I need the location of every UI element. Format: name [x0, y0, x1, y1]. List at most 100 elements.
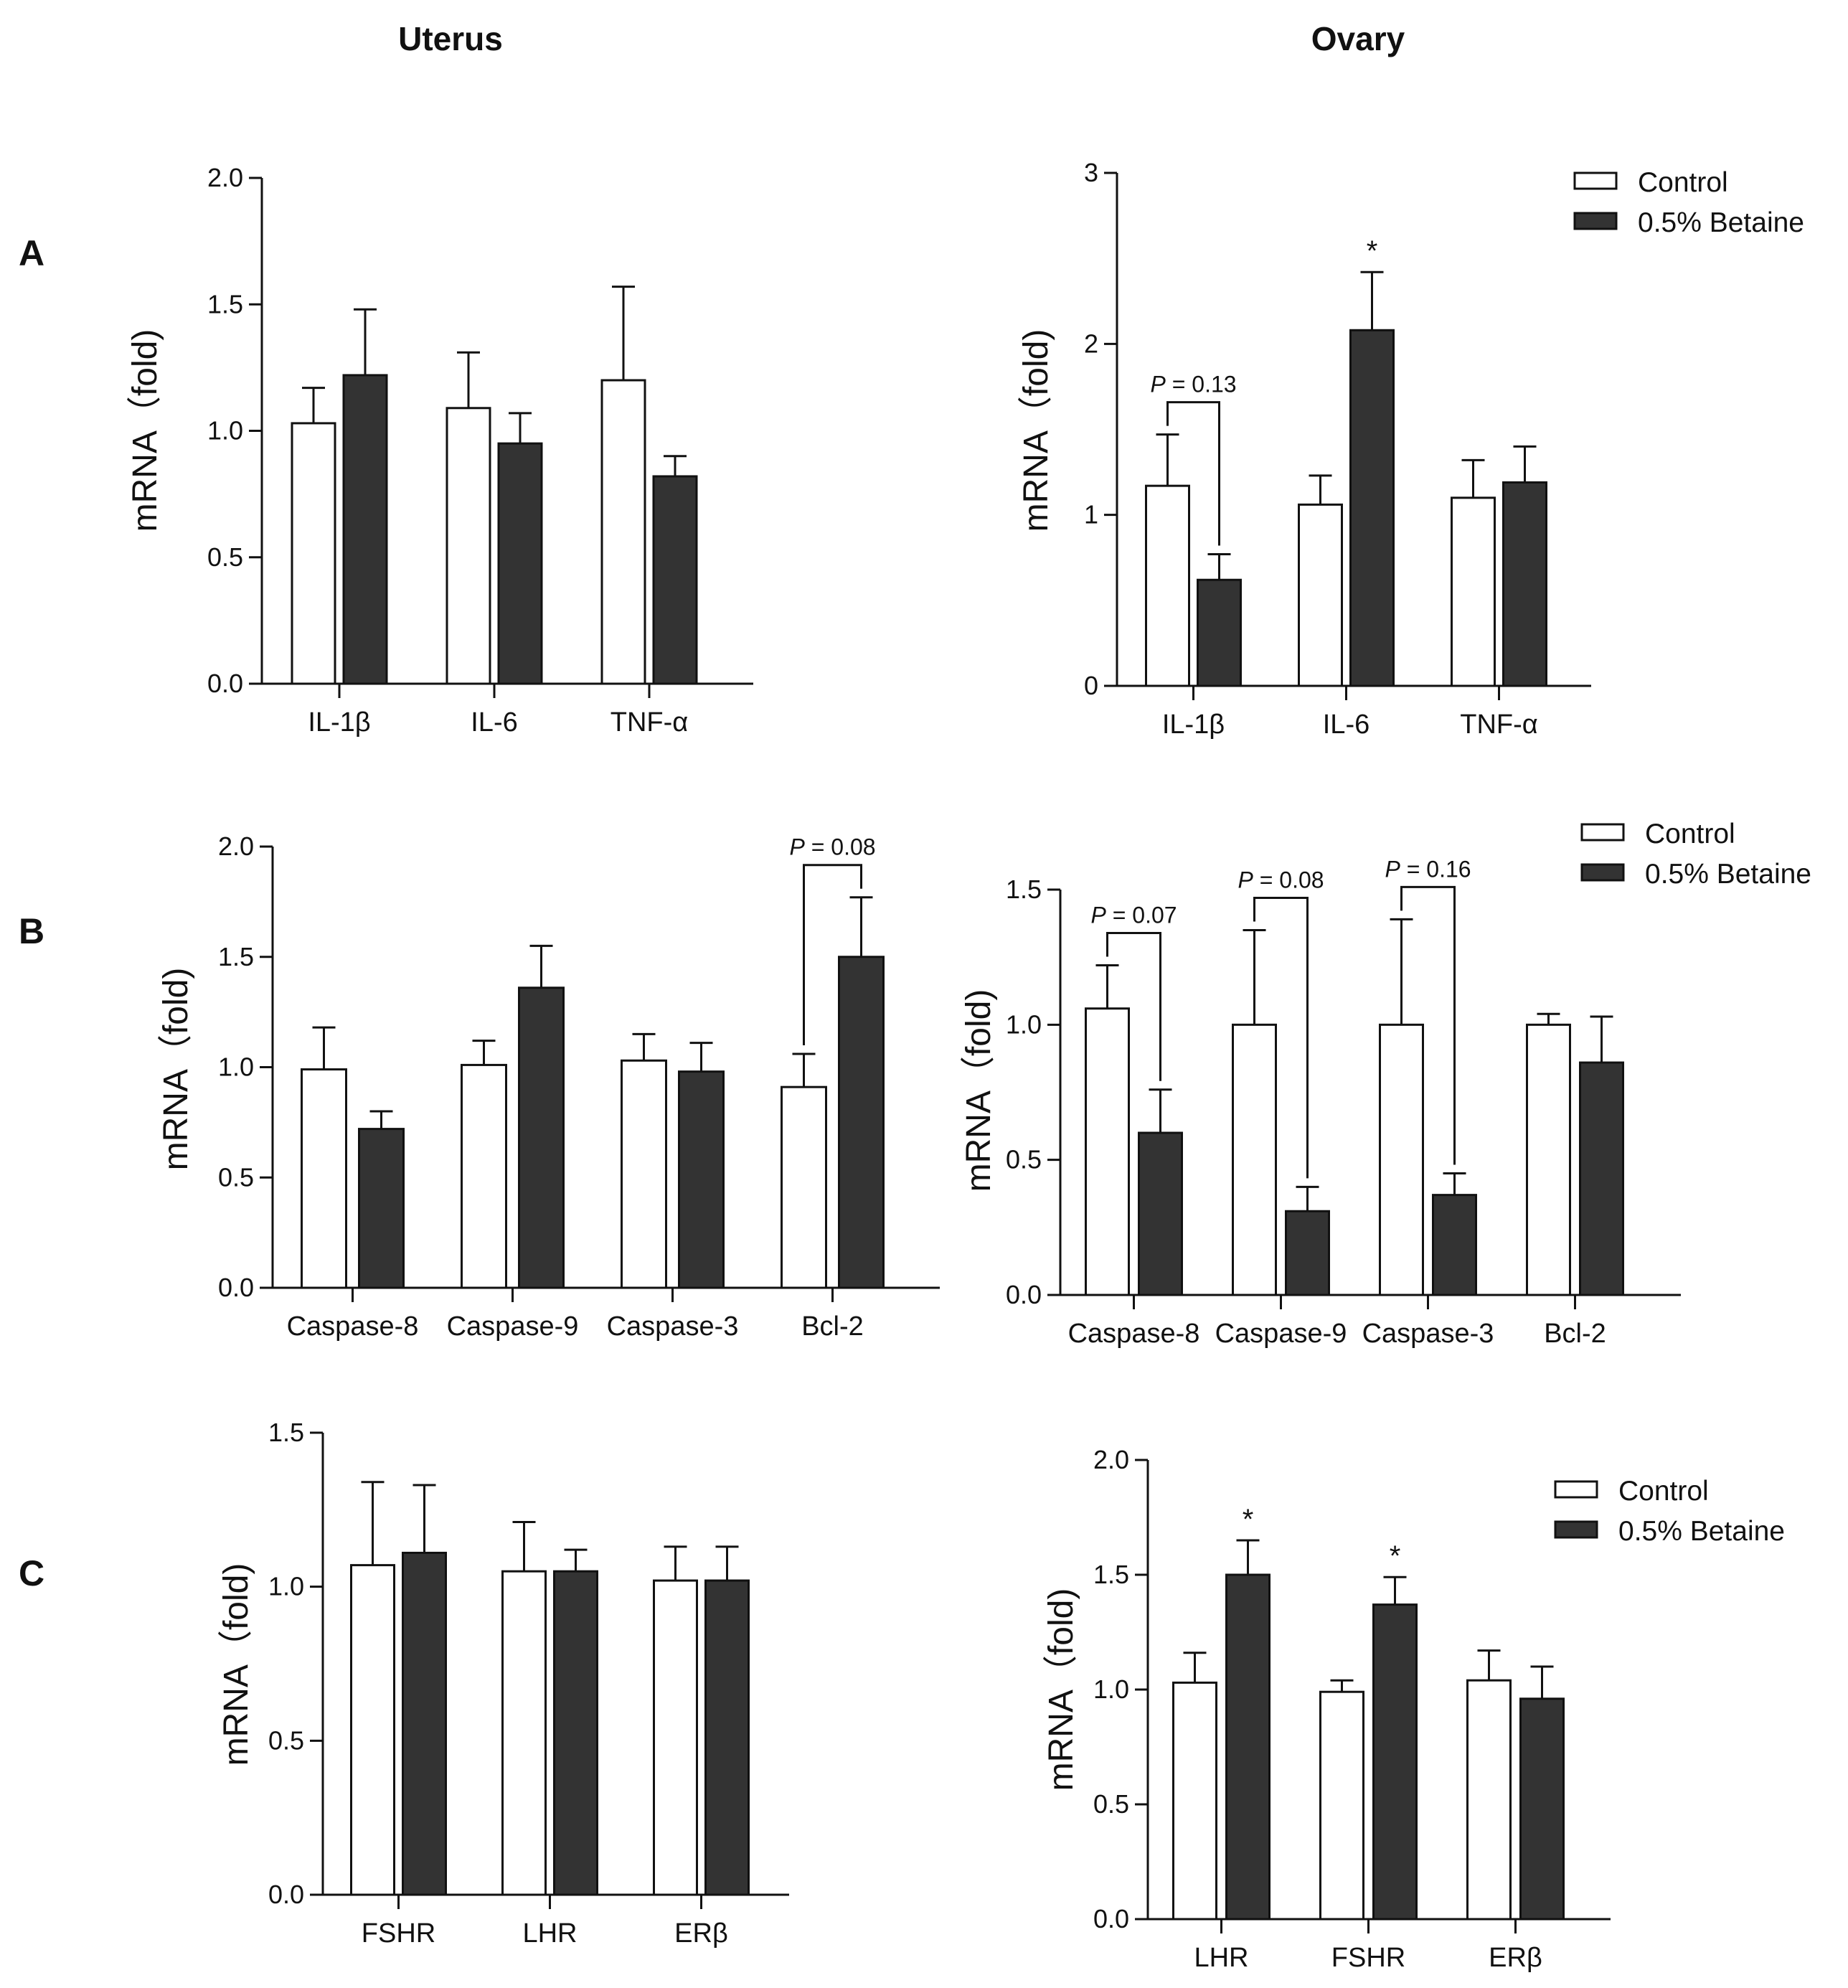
legend-swatch-betaine: [1573, 212, 1618, 230]
bar-control-0: [301, 1068, 347, 1289]
bar-betaine-1: [1349, 329, 1395, 687]
x-tick-label: IL-1β: [308, 707, 370, 738]
x-tick-label: IL-6: [1323, 710, 1370, 740]
x-tick-label: IL-6: [471, 707, 517, 738]
bar-betaine-2: [704, 1579, 750, 1896]
bar-control-2: [1451, 496, 1496, 687]
y-tick-label: 1.0: [1006, 1009, 1042, 1039]
p-value-bracket: [803, 864, 862, 1046]
x-tick-label: Caspase-9: [1215, 1319, 1347, 1349]
x-tick-label: ERβ: [674, 1918, 728, 1949]
bar-control-0: [350, 1564, 395, 1896]
bar-control-3: [1526, 1023, 1571, 1296]
bar-control-2: [621, 1059, 667, 1289]
y-axis-label: mRNA（fold): [126, 329, 164, 532]
bar-betaine-0: [402, 1551, 447, 1896]
chart-A-uterus: 0.0 0.5 1.0 1.5 2.0 mRNA（fold) IL-1β IL-6 TNF-α: [126, 163, 753, 738]
y-tick-label: 1.0: [218, 1052, 254, 1082]
bar-control-0: [1145, 484, 1190, 687]
x-tick-label: ERβ: [1489, 1943, 1542, 1973]
bar-betaine-0: [1225, 1573, 1270, 1921]
bar-control-1: [501, 1570, 547, 1896]
bar-betaine-0: [342, 374, 388, 685]
y-tick-label: 2: [1084, 329, 1098, 358]
x-tick-label: Bcl-2: [801, 1311, 864, 1342]
bar-betaine-0: [1197, 578, 1242, 687]
y-tick-label: 1.0: [1093, 1674, 1129, 1704]
bar-betaine-1: [497, 442, 543, 685]
column-title-ovary: Ovary: [1311, 20, 1405, 57]
p-value-bracket: [1253, 897, 1309, 1179]
bar-betaine-2: [652, 475, 698, 685]
bar-control-2: [600, 379, 646, 685]
chart-B-ovary: 0.0 0.5 1.0 1.5 mRNA（fold) Caspase-8 Caspase-9…: [960, 819, 1811, 1349]
y-tick-label: 1: [1084, 500, 1098, 529]
y-axis-label: mRNA（fold): [157, 968, 195, 1171]
panel-label-a: A: [19, 233, 44, 273]
y-axis-label: mRNA（fold): [1042, 1588, 1080, 1791]
bar-betaine-3: [838, 956, 885, 1289]
bar-control-1: [1298, 503, 1343, 687]
bar-betaine-1: [1372, 1603, 1418, 1921]
bar-betaine-2: [1432, 1194, 1477, 1296]
legend-label-betaine: 0.5% Betaine: [1645, 859, 1811, 890]
y-tick-label: 0.0: [1006, 1280, 1042, 1309]
y-tick-label: 1.0: [207, 416, 243, 446]
significance-star: *: [1367, 235, 1378, 267]
x-tick-label: FSHR: [362, 1918, 435, 1949]
y-tick-label: 1.5: [1093, 1560, 1129, 1589]
legend-swatch-control: [1554, 1480, 1598, 1499]
y-tick-label: 0.5: [1093, 1789, 1129, 1819]
bar-control-3: [781, 1085, 827, 1289]
bar-control-0: [1085, 1007, 1130, 1296]
p-value-bracket: [1106, 931, 1161, 1081]
x-tick-label: Bcl-2: [1544, 1319, 1606, 1349]
x-tick-label: FSHR: [1331, 1943, 1405, 1973]
x-tick-label: Caspase-9: [447, 1311, 579, 1342]
y-tick-label: 2.0: [218, 832, 254, 861]
bar-control-0: [1172, 1681, 1217, 1921]
y-tick-label: 2.0: [207, 163, 243, 192]
p-value-bracket: [1400, 885, 1456, 1165]
y-tick-label: 1.0: [268, 1572, 304, 1601]
bar-betaine-1: [518, 986, 565, 1289]
bar-betaine-2: [678, 1070, 725, 1289]
y-tick-label: 1.5: [207, 289, 243, 319]
y-tick-label: 2.0: [1093, 1445, 1129, 1474]
bar-control-2: [653, 1579, 698, 1896]
panel-label-c: C: [19, 1553, 44, 1593]
legend-label-control: Control: [1645, 819, 1735, 849]
y-tick-label: 0.5: [268, 1725, 304, 1755]
y-tick-label: 1.5: [1006, 875, 1042, 904]
legend: Control 0.5% Betaine: [1554, 1476, 1785, 1547]
legend-swatch-control: [1580, 823, 1625, 842]
bar-betaine-0: [358, 1128, 405, 1289]
y-tick-label: 0.5: [218, 1162, 254, 1192]
p-value-label: P = 0.07: [1090, 902, 1177, 928]
bar-betaine-2: [1519, 1697, 1565, 1921]
x-tick-label: Caspase-8: [287, 1311, 419, 1342]
chart-B-uterus: 0.0 0.5 1.0 1.5 2.0 mRNA（fold) Caspase-8 Caspas…: [157, 832, 940, 1342]
legend-label-betaine: 0.5% Betaine: [1618, 1516, 1785, 1547]
y-tick-label: 3: [1084, 158, 1098, 187]
charts-layer: 0.0 0.5 1.0 1.5 2.0 mRNA（fold) IL-1β IL-6 TNF-α 0…: [126, 158, 1811, 1973]
x-tick-label: TNF-α: [1460, 710, 1538, 740]
bar-control-2: [1466, 1679, 1512, 1921]
significance-star: *: [1243, 1504, 1254, 1535]
p-value-label: P = 0.16: [1385, 856, 1471, 882]
bar-control-1: [446, 407, 491, 685]
x-tick-label: LHR: [522, 1918, 577, 1949]
legend-label-betaine: 0.5% Betaine: [1638, 207, 1804, 238]
y-tick-label: 0.0: [207, 669, 243, 698]
bar-control-0: [291, 422, 336, 685]
x-tick-label: Caspase-3: [607, 1311, 739, 1342]
p-value-label: P = 0.13: [1150, 372, 1236, 397]
y-tick-label: 0.5: [1006, 1145, 1042, 1174]
y-tick-label: 0: [1084, 671, 1098, 700]
x-tick-label: Caspase-8: [1068, 1319, 1200, 1349]
legend-swatch-betaine: [1554, 1520, 1598, 1539]
x-tick-label: LHR: [1194, 1943, 1248, 1973]
y-tick-label: 0.0: [1093, 1904, 1129, 1933]
x-tick-label: IL-1β: [1162, 710, 1225, 740]
